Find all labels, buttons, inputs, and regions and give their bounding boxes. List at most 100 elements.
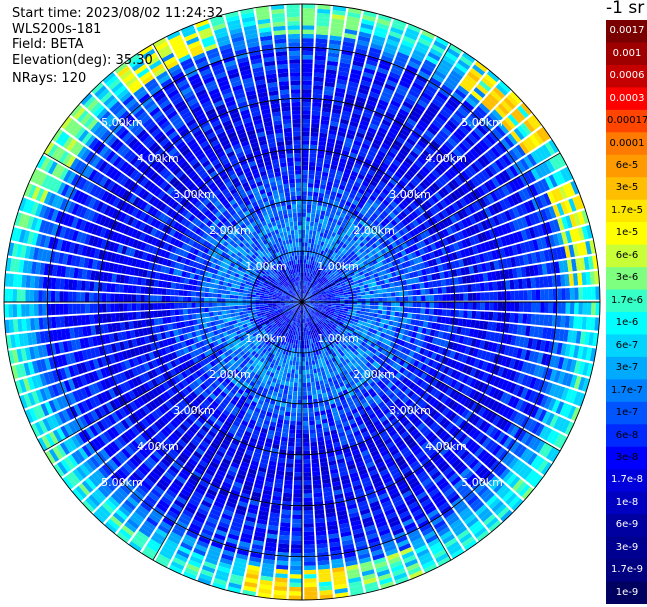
ppi-gate	[312, 200, 318, 206]
ppi-gate	[445, 409, 454, 419]
ppi-gate	[198, 536, 211, 545]
ppi-gate	[257, 376, 264, 382]
ppi-gate	[344, 245, 350, 251]
ppi-gate	[308, 321, 312, 327]
ppi-gate	[218, 489, 229, 497]
ppi-gate	[365, 349, 371, 356]
ppi-gate	[333, 314, 338, 318]
ppi-gate	[352, 185, 360, 192]
ppi-gate	[485, 410, 494, 422]
ppi-gate	[510, 111, 523, 124]
ppi-gate	[532, 239, 539, 251]
ppi-gate	[387, 75, 399, 84]
ppi-gate	[427, 367, 435, 376]
ppi-gate	[465, 96, 478, 108]
ppi-gate	[336, 282, 341, 287]
ppi-gate	[510, 302, 515, 312]
ppi-gate	[585, 271, 591, 285]
ppi-gate	[262, 563, 275, 569]
ppi-gate	[390, 417, 399, 426]
ppi-gate	[442, 419, 451, 430]
ppi-gate	[348, 296, 353, 300]
ppi-gate	[323, 342, 328, 348]
ppi-gate	[322, 478, 331, 484]
ppi-gate	[262, 368, 268, 375]
ppi-gate	[373, 309, 379, 314]
ppi-gate	[421, 477, 433, 487]
ppi-gate	[369, 500, 380, 508]
ppi-gate	[525, 469, 537, 483]
ppi-gate	[239, 409, 246, 416]
ppi-gate	[583, 256, 590, 270]
ppi-gate	[318, 218, 324, 224]
ppi-gate	[348, 511, 360, 519]
ppi-gate	[266, 380, 272, 386]
ppi-gate	[291, 535, 302, 541]
ppi-gate	[519, 242, 527, 254]
ppi-gate	[357, 339, 363, 345]
ppi-gate	[258, 366, 264, 372]
ppi-gate	[440, 58, 454, 69]
ppi-gate	[302, 374, 306, 379]
ppi-gate	[314, 286, 318, 291]
ppi-gate	[548, 288, 554, 301]
ppi-gate	[329, 195, 336, 201]
ppi-gate	[348, 299, 354, 302]
ppi-gate	[302, 378, 307, 383]
ppi-gate	[373, 557, 387, 565]
ppi-gate	[396, 213, 404, 221]
ppi-gate	[369, 305, 375, 309]
ppi-gate	[302, 255, 305, 260]
ppi-gate	[461, 488, 473, 500]
ppi-gate	[374, 408, 383, 416]
ppi-gate	[304, 578, 317, 583]
ppi-gate	[367, 346, 374, 352]
ppi-gate	[421, 392, 430, 401]
ppi-gate	[478, 467, 489, 479]
ppi-gate	[310, 289, 314, 293]
ppi-gate	[320, 410, 326, 416]
ppi-gate	[365, 298, 371, 302]
ppi-gate	[324, 238, 330, 244]
ppi-gate	[472, 292, 477, 301]
ppi-gate	[323, 233, 328, 239]
ppi-gate	[544, 396, 553, 410]
ppi-gate	[337, 313, 343, 317]
ppi-gate	[421, 559, 436, 570]
ppi-gate	[414, 544, 428, 554]
ppi-gate	[355, 540, 367, 548]
ppi-gate	[344, 168, 352, 175]
ppi-gate	[314, 407, 320, 412]
ppi-gate	[471, 479, 483, 491]
ppi-gate	[336, 239, 341, 245]
ppi-gate	[308, 306, 313, 310]
ppi-gate	[389, 282, 395, 288]
ppi-gate	[365, 438, 374, 446]
ppi-gate	[359, 561, 373, 569]
ppi-gate	[324, 229, 329, 235]
ppi-gate	[383, 46, 397, 55]
ppi-gate	[380, 318, 386, 324]
ppi-gate	[374, 75, 386, 83]
ppi-gate	[528, 472, 540, 486]
ppi-gate	[359, 27, 373, 35]
ppi-gate	[364, 202, 372, 209]
ppi-gate	[289, 578, 302, 583]
ppi-gate	[532, 212, 541, 224]
ppi-gate	[526, 253, 533, 265]
ppi-gate	[480, 183, 490, 195]
ppi-gate	[367, 398, 375, 405]
ppi-gate	[445, 452, 456, 463]
ppi-gate	[354, 536, 366, 544]
ppi-gate	[514, 336, 521, 347]
ppi-gate	[377, 427, 386, 435]
ppi-gate	[352, 321, 358, 326]
ppi-gate	[482, 118, 494, 130]
ppi-gate	[370, 265, 376, 271]
ppi-gate	[360, 225, 367, 232]
ppi-gate	[351, 374, 358, 381]
ppi-gate	[448, 455, 459, 466]
ppi-gate	[363, 10, 377, 18]
ppi-gate	[343, 37, 356, 44]
ppi-gate	[260, 575, 274, 582]
